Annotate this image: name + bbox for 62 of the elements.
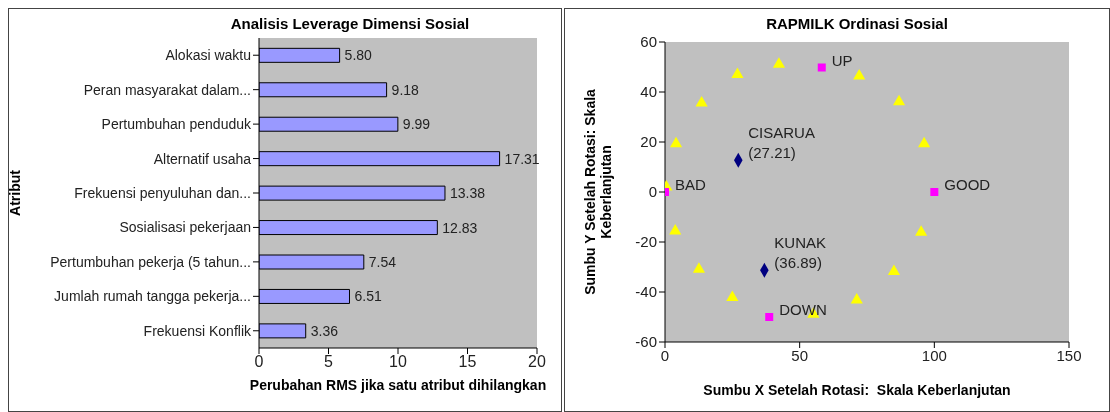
y-axis-title: Sumbu Y Setelah Rotasi: Skala Keberlanjutan — [582, 88, 614, 295]
y-tick-label: Jumlah rumah tangga pekerja... — [54, 288, 251, 305]
x-tick-label: 15 — [458, 353, 477, 371]
annotation: DOWN — [779, 301, 827, 318]
point — [765, 313, 774, 321]
y-tick-label: -20 — [635, 233, 657, 251]
annotation: CISARUA (27.21) — [748, 124, 815, 162]
point — [772, 57, 786, 68]
point — [887, 264, 901, 276]
y-tick-label: -60 — [635, 333, 657, 351]
y-tick-label: Pertumbuhan pekerja (5 tahun... — [50, 253, 251, 270]
y-tick-label: 20 — [640, 133, 657, 151]
point — [731, 67, 744, 79]
y-tick-label: Alternatif usaha — [153, 150, 252, 167]
x-tick-label: 0 — [254, 353, 264, 371]
chart-title: RAPMILK Ordinasi Sosial — [765, 15, 949, 32]
data-label: 9.99 — [402, 116, 431, 133]
x-tick-label: 0 — [660, 346, 670, 364]
annotation: GOOD — [944, 176, 991, 193]
y-axis-title: Atribut — [6, 169, 23, 216]
point — [695, 95, 708, 107]
point — [892, 94, 906, 106]
data-label: 9.18 — [391, 81, 420, 98]
x-tick-label: 100 — [921, 346, 947, 364]
x-tick-label: 50 — [791, 346, 809, 364]
y-tick-label: Peran masyarakat dalam... — [83, 81, 251, 98]
data-label: 17.31 — [504, 150, 540, 167]
y-tick-label: Alokasi waktu — [165, 47, 251, 64]
point — [850, 292, 863, 304]
x-axis-title: Perubahan RMS jika satu atribut dihilangkan — [249, 376, 547, 393]
point — [853, 68, 866, 80]
y-tick-label: 60 — [640, 33, 657, 51]
data-label: 12.83 — [442, 219, 478, 236]
data-label: 7.54 — [368, 253, 397, 270]
chart-title: Analisis Leverage Dimensi Sosial — [229, 15, 471, 32]
x-tick-label: 10 — [389, 353, 407, 371]
point — [669, 136, 683, 148]
point — [915, 225, 928, 236]
x-axis-title: Sumbu X Setelah Rotasi: Skala Keberlanjutan — [702, 382, 1012, 398]
y-tick-label: 0 — [648, 183, 657, 201]
y-tick-label: Frekuensi Konflik — [143, 322, 252, 339]
y-tick-label: 40 — [640, 83, 657, 101]
point — [726, 290, 739, 302]
x-tick-label: 5 — [324, 353, 334, 371]
data-label: 3.36 — [310, 322, 339, 339]
data-label: 13.38 — [449, 185, 486, 202]
point — [930, 188, 939, 196]
point — [817, 63, 826, 72]
point — [669, 223, 682, 235]
y-tick-label: -40 — [635, 283, 657, 301]
annotation: BAD — [675, 176, 707, 193]
point — [692, 262, 706, 273]
y-tick-label: Sosialisasi pekerjaan — [119, 219, 251, 236]
y-tick-label: Pertumbuhan penduduk — [101, 116, 252, 133]
annotation: UP — [831, 51, 853, 69]
point — [918, 136, 931, 148]
x-tick-label: 150 — [1056, 346, 1082, 364]
y-tick-label: Frekuensi penyuluhan dan... — [74, 184, 251, 201]
annotation: KUNAK (36.89) — [774, 234, 827, 272]
x-tick-label: 20 — [528, 353, 546, 371]
data-label: 6.51 — [354, 288, 382, 305]
data-label: 5.80 — [344, 47, 373, 64]
